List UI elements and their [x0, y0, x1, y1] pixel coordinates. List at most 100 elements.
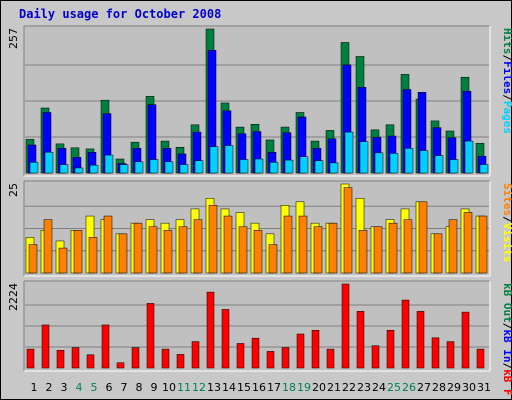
bar-kbf-day-11	[176, 354, 185, 369]
bar-kbf-day-18	[281, 347, 290, 369]
x-tick-label-8: 8	[136, 381, 143, 394]
bar-kbf-day-21	[326, 348, 335, 369]
x-tick-label-5: 5	[91, 381, 98, 394]
bar-pages-day-17	[269, 162, 279, 174]
legend-entry: kB Out	[501, 283, 512, 323]
x-tick-label-7: 7	[121, 381, 128, 394]
bar-kbf-day-2	[41, 324, 50, 369]
x-tick-label-27: 27	[417, 381, 431, 394]
legend-entry: Pages	[501, 101, 512, 134]
bar-sites-day-30	[463, 212, 473, 274]
legend-entry: kB In	[501, 329, 512, 362]
bar-kbf-day-17	[266, 351, 275, 369]
legend-entry: /	[501, 216, 512, 223]
bar-pages-day-15	[239, 159, 249, 174]
bar-pages-day-4	[74, 167, 84, 174]
legend-entry: Visits	[501, 223, 512, 263]
x-tick-label-26: 26	[402, 381, 416, 394]
bar-sites-day-5	[88, 237, 98, 274]
bar-sites-day-27	[418, 201, 428, 274]
bar-sites-day-12	[193, 219, 203, 274]
x-tick-label-31: 31	[477, 381, 491, 394]
bar-pages-day-19	[299, 156, 309, 174]
bar-kbf-day-27	[416, 311, 425, 369]
bar-kbf-day-13	[206, 291, 215, 369]
bar-pages-day-13	[209, 146, 219, 174]
legend-kbytes: kB Out/kB In/kB F	[501, 283, 512, 396]
bar-sites-day-29	[448, 219, 458, 274]
bar-sites-day-10	[163, 230, 173, 274]
bar-pages-day-8	[134, 161, 144, 174]
legend-entry: /	[501, 55, 512, 62]
ymax-label-visits-sites: 25	[7, 183, 20, 197]
bar-pages-day-11	[179, 164, 189, 174]
legend-entry: /	[501, 323, 512, 330]
bar-sites-day-25	[388, 222, 398, 274]
bar-pages-day-29	[449, 159, 459, 174]
bar-sites-day-2	[43, 219, 53, 274]
bar-kbf-day-19	[296, 333, 305, 369]
bar-pages-day-5	[89, 164, 99, 174]
x-tick-label-28: 28	[432, 381, 446, 394]
bar-kbf-day-12	[191, 341, 200, 369]
x-tick-label-6: 6	[106, 381, 113, 394]
bar-kbf-day-6	[101, 324, 110, 369]
x-tick-label-17: 17	[267, 381, 281, 394]
bar-kbf-day-14	[221, 309, 230, 369]
bar-pages-day-26	[404, 148, 414, 174]
ymax-label-hits-files-pages: 257	[7, 28, 20, 49]
x-tick-label-4: 4	[76, 381, 83, 394]
legend-entry: Files	[501, 61, 512, 94]
bar-pages-day-27	[419, 150, 429, 174]
bar-pages-day-2	[44, 152, 54, 174]
bar-sites-day-14	[223, 215, 233, 274]
x-tick-label-30: 30	[462, 381, 476, 394]
bar-kbf-day-10	[161, 348, 170, 369]
x-tick-label-1: 1	[31, 381, 38, 394]
bar-pages-day-12	[194, 160, 204, 174]
ymax-label-kbytes: 2224	[7, 283, 20, 311]
bar-pages-day-28	[434, 155, 444, 174]
bar-sites-day-15	[238, 226, 248, 274]
bar-sites-day-3	[58, 247, 68, 274]
bar-pages-day-16	[254, 158, 264, 174]
bar-sites-day-20	[313, 226, 323, 274]
chart-title: Daily usage for October 2008	[19, 7, 222, 21]
bar-pages-day-22	[344, 131, 354, 174]
bar-sites-day-28	[433, 233, 443, 274]
bar-kbf-day-1	[26, 348, 35, 369]
x-tick-label-3: 3	[61, 381, 68, 394]
bar-sites-day-18	[283, 215, 293, 274]
x-tick-label-21: 21	[327, 381, 341, 394]
bar-sites-day-8	[133, 222, 143, 274]
bar-kbf-day-29	[446, 341, 455, 369]
bar-sites-day-22	[343, 187, 353, 274]
x-tick-label-11: 11	[177, 381, 191, 394]
x-tick-label-15: 15	[237, 381, 251, 394]
bar-pages-day-18	[284, 159, 294, 174]
legend-entry: Hits	[501, 28, 512, 55]
bar-pages-day-6	[104, 154, 114, 174]
bar-sites-day-6	[103, 215, 113, 274]
x-tick-label-2: 2	[46, 381, 53, 394]
bar-kbf-day-31	[476, 348, 485, 369]
bar-kbf-day-15	[236, 343, 245, 369]
bar-kbf-day-7	[116, 362, 125, 369]
x-tick-label-18: 18	[282, 381, 296, 394]
x-tick-label-20: 20	[312, 381, 326, 394]
x-tick-label-14: 14	[222, 381, 236, 394]
bar-sites-day-17	[268, 244, 278, 274]
bar-kbf-day-16	[251, 337, 260, 369]
bar-pages-day-23	[359, 141, 369, 174]
bar-sites-day-21	[328, 222, 338, 274]
bar-kbf-day-28	[431, 337, 440, 369]
x-tick-label-9: 9	[151, 381, 158, 394]
x-tick-label-19: 19	[297, 381, 311, 394]
bar-pages-day-31	[479, 164, 489, 174]
bar-pages-day-24	[374, 152, 384, 174]
bar-kbf-day-23	[356, 311, 365, 369]
x-tick-label-12: 12	[192, 381, 206, 394]
bar-pages-day-7	[119, 164, 129, 174]
x-tick-label-24: 24	[372, 381, 386, 394]
